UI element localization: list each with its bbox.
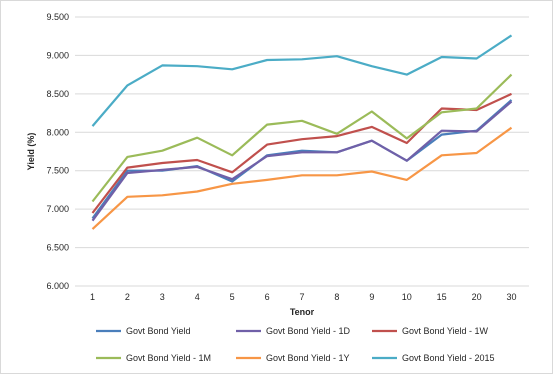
series-line-4: [91, 126, 513, 230]
y-tick-label: 9.000: [46, 50, 69, 60]
series-line-0: [91, 99, 513, 220]
x-tick-label: 30: [507, 292, 517, 302]
x-tick-label: 9: [369, 292, 374, 302]
x-tick-label: 15: [437, 292, 447, 302]
x-tick-label: 1: [90, 292, 95, 302]
legend-label: Govt Bond Yield - 1W: [402, 326, 489, 336]
y-tick-label: 6.500: [46, 243, 69, 253]
x-tick-label: 20: [472, 292, 482, 302]
x-tick-label: 5: [230, 292, 235, 302]
y-axis-title: Yield (%): [26, 133, 36, 171]
y-tick-label: 8.000: [46, 127, 69, 137]
legend: Govt Bond Yield Govt Bond Yield - 1D Govt …: [96, 326, 495, 363]
legend-label: Govt Bond Yield - 1D: [266, 326, 351, 336]
x-tick-label: 4: [195, 292, 200, 302]
y-tick-label: 7.500: [46, 166, 69, 176]
x-tick-label: 6: [265, 292, 270, 302]
x-tick-label: 7: [299, 292, 304, 302]
series-line-5: [91, 34, 513, 127]
series-line-2: [91, 92, 512, 214]
y-tick-label: 6.000: [46, 281, 69, 291]
series-lines: [91, 34, 513, 230]
y-tick-label: 9.500: [46, 12, 69, 22]
gridlines: [75, 16, 529, 287]
legend-label: Govt Bond Yield - 2015: [402, 353, 495, 363]
y-tick-label: 8.500: [46, 89, 69, 99]
x-axis-ticks: 1 2 3 4 5 6 7 8 9 10 15 20 30: [90, 292, 517, 302]
x-tick-label: 8: [334, 292, 339, 302]
y-axis-ticks: 6.000 6.500 7.000 7.500 8.000 8.500 9.000 9.500: [46, 12, 69, 291]
x-tick-label: 3: [160, 292, 165, 302]
series-line-3: [91, 73, 513, 203]
y-tick-label: 7.000: [46, 204, 69, 214]
legend-label: Govt Bond Yield: [126, 326, 191, 336]
legend-label: Govt Bond Yield - 1M: [126, 353, 211, 363]
legend-label: Govt Bond Yield - 1Y: [266, 353, 350, 363]
series-line-1: [91, 100, 513, 222]
x-tick-label: 10: [402, 292, 412, 302]
x-axis-title: Tenor: [290, 307, 315, 317]
x-tick-label: 2: [125, 292, 130, 302]
